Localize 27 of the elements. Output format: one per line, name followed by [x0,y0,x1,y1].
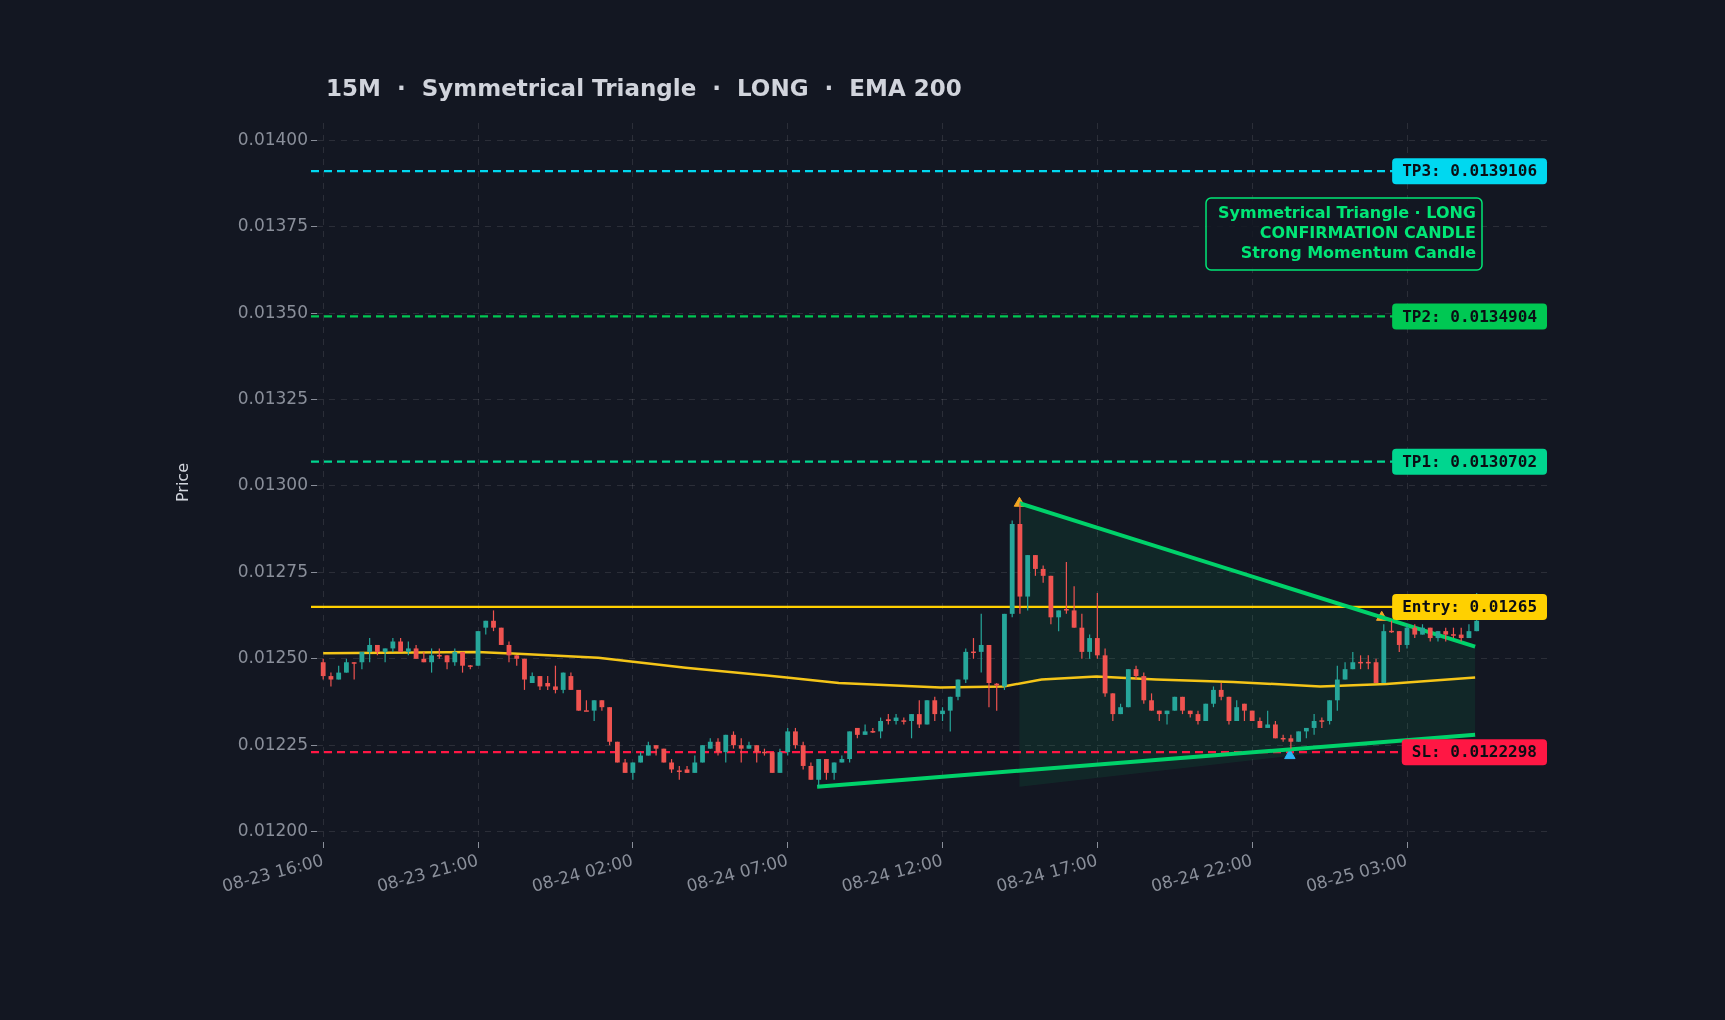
x-tick-label: 08-24 17:00 [994,849,1100,896]
annotation: Symmetrical Triangle · LONG [1218,203,1476,223]
x-tick-label: 08-23 16:00 [219,849,326,896]
annotation: CONFIRMATION CANDLE [1259,223,1476,243]
x-tick-label: 08-24 02:00 [529,849,636,896]
x-tick-label: 08-25 03:00 [1303,849,1410,896]
y-tick-label: 0.01225 [237,733,308,754]
annotation: Strong Momentum Candle [1240,243,1477,263]
x-tick-label: 08-24 22:00 [1148,849,1255,896]
x-tick-label: 08-24 12:00 [839,849,945,896]
x-tick-label: 08-24 07:00 [684,849,790,896]
y-tick-label: 0.01400 [237,128,308,149]
ref-line-label: TP2: 0.0134904 [1402,306,1537,326]
ref-line-label: TP3: 0.0139106 [1402,161,1537,181]
y-tick-label: 0.01300 [237,474,308,495]
y-axis-title: Price [172,462,192,503]
y-tick-label: 0.01350 [237,301,308,322]
ref-line-label: Entry: 0.01265 [1402,597,1537,617]
ref-line-label: SL: 0.0122298 [1411,742,1537,762]
y-tick-label: 0.01325 [237,387,308,408]
y-tick-label: 0.01275 [237,560,308,581]
y-tick-label: 0.01375 [237,215,308,236]
x-tick-label: 08-23 21:00 [374,849,481,896]
ref-line-label: TP1: 0.0130702 [1402,451,1537,471]
y-tick-label: 0.01250 [237,647,308,668]
chart-title: 15M · Symmetrical Triangle · LONG · EMA 200 [326,74,962,101]
y-tick-label: 0.01200 [237,820,308,841]
